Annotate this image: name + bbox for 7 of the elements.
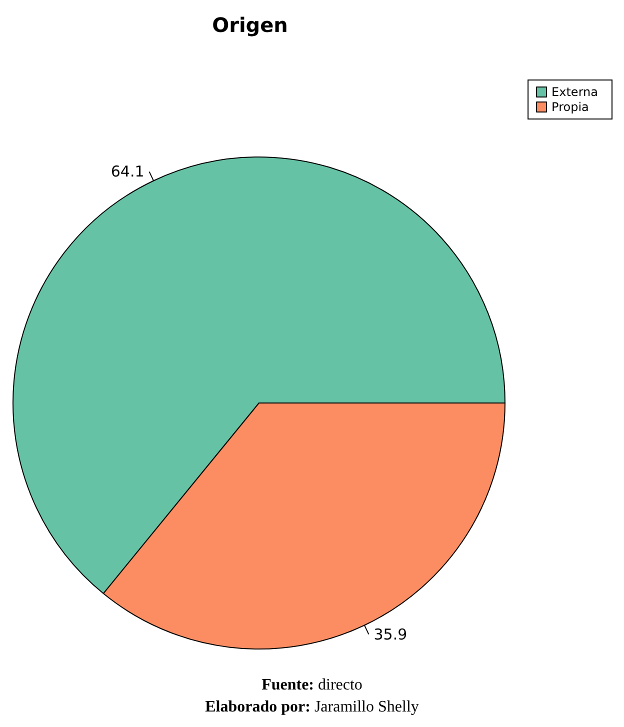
- chart-title: Origen: [212, 13, 288, 37]
- legend-label: Externa: [552, 85, 598, 99]
- legend-label: Propia: [552, 100, 589, 114]
- source-note: Fuente: directo: [262, 676, 362, 694]
- data-label: 64.1: [110, 162, 144, 181]
- data-label: 35.9: [374, 625, 408, 644]
- text: Elaborado por: Jaramillo Shelly: [205, 698, 419, 716]
